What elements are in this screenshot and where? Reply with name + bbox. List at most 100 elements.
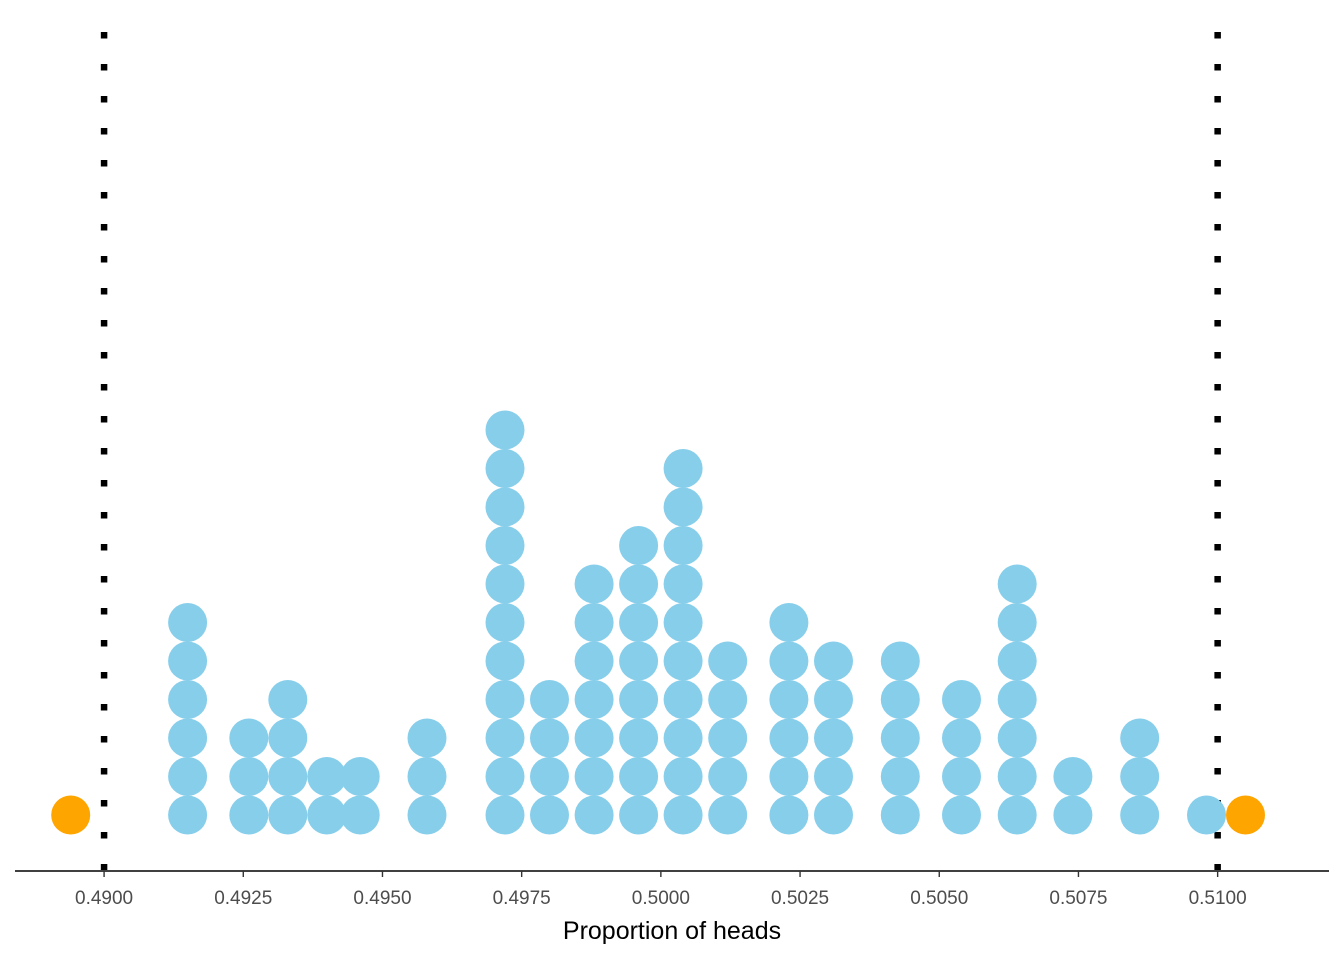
dot-in-range-15-1 — [880, 757, 920, 796]
dot-in-range-19-0 — [1120, 795, 1160, 835]
dot-in-range-3-0 — [268, 795, 308, 835]
dot-in-range-17-6 — [997, 564, 1037, 604]
dot-in-range-11-9 — [663, 449, 703, 488]
dot-in-range-10-3 — [619, 680, 659, 719]
dot-in-range-3-1 — [268, 757, 308, 796]
dot-in-range-15-0 — [880, 795, 920, 835]
x-tick-label: 0.5075 — [1049, 888, 1107, 909]
x-tick-label: 0.5000 — [632, 888, 690, 909]
dot-in-range-7-10 — [485, 410, 525, 450]
dot-in-range-17-2 — [997, 718, 1037, 758]
dot-in-range-9-3 — [574, 680, 614, 719]
dot-in-range-1-3 — [168, 680, 208, 719]
dot-out-of-range-0-0 — [51, 795, 91, 835]
dot-in-range-1-1 — [168, 757, 208, 796]
dot-in-range-11-7 — [663, 526, 703, 565]
dot-in-range-9-2 — [574, 718, 614, 758]
dot-in-range-11-3 — [663, 680, 703, 719]
dot-in-range-20-0 — [1187, 795, 1226, 835]
x-axis-ticks: 0.4900 0.4925 0.4950 0.4975 0.5000 0.5025 0.50… — [75, 871, 1247, 909]
dot-in-range-9-4 — [574, 641, 614, 681]
dot-in-range-15-2 — [880, 718, 920, 758]
dot-in-range-14-0 — [814, 795, 853, 835]
dot-in-range-5-1 — [340, 757, 380, 796]
dot-in-range-11-1 — [663, 757, 703, 796]
dot-in-range-10-4 — [619, 641, 659, 681]
dot-in-range-13-0 — [769, 795, 809, 835]
dot-in-range-10-0 — [619, 795, 659, 835]
x-tick-label: 0.4900 — [75, 888, 133, 909]
dot-in-range-1-5 — [168, 603, 208, 642]
dot-in-range-14-2 — [814, 718, 853, 758]
dot-in-range-10-7 — [619, 526, 659, 565]
dot-in-range-15-3 — [880, 680, 920, 719]
x-tick-label: 0.4950 — [353, 888, 411, 909]
dot-in-range-11-8 — [663, 487, 703, 527]
dot-in-range-17-3 — [997, 680, 1037, 719]
x-tick-label: 0.5050 — [910, 888, 968, 909]
dot-in-range-18-1 — [1053, 757, 1093, 796]
dot-in-range-7-7 — [485, 526, 525, 565]
dot-in-range-1-4 — [168, 641, 208, 681]
dot-in-range-13-3 — [769, 680, 809, 719]
dot-in-range-6-0 — [407, 795, 447, 835]
dot-in-range-10-2 — [619, 718, 659, 758]
dot-in-range-7-0 — [485, 795, 525, 835]
dot-in-range-9-0 — [574, 795, 614, 835]
dot-in-range-17-0 — [997, 795, 1037, 835]
dot-in-range-15-4 — [880, 641, 920, 681]
dot-in-range-16-2 — [942, 718, 981, 758]
dot-in-range-7-8 — [485, 487, 525, 527]
dot-out-of-range-21-0 — [1226, 795, 1265, 835]
dot-in-range-14-4 — [814, 641, 853, 681]
dot-in-range-12-2 — [708, 718, 748, 758]
dot-in-range-10-5 — [619, 603, 659, 642]
dot-in-range-11-4 — [663, 641, 703, 681]
dot-in-range-7-5 — [485, 603, 525, 642]
dot-in-range-9-6 — [574, 564, 614, 604]
dot-in-range-7-2 — [485, 718, 525, 758]
dot-in-range-12-3 — [708, 680, 748, 719]
dot-in-range-13-1 — [769, 757, 809, 796]
dot-in-range-7-1 — [485, 757, 525, 796]
dot-in-range-5-0 — [340, 795, 380, 835]
reference-lines — [100, 32, 1221, 870]
dot-in-range-7-4 — [485, 641, 525, 681]
dot-in-range-13-2 — [769, 718, 809, 758]
dot-in-range-6-1 — [407, 757, 447, 796]
dot-in-range-18-0 — [1053, 795, 1093, 835]
dot-in-range-19-1 — [1120, 757, 1160, 796]
dot-in-range-3-2 — [268, 718, 308, 758]
dot-in-range-3-3 — [268, 680, 308, 719]
dot-in-range-14-1 — [814, 757, 853, 796]
x-tick-label: 0.4975 — [493, 888, 551, 909]
dot-in-range-10-1 — [619, 757, 659, 796]
dot-in-range-11-6 — [663, 564, 703, 604]
dot-in-range-14-3 — [814, 680, 853, 719]
dot-in-range-8-3 — [530, 680, 569, 719]
dot-in-range-12-4 — [708, 641, 748, 681]
dot-in-range-13-4 — [769, 641, 809, 681]
dots-layer — [51, 410, 1265, 835]
dot-in-range-6-2 — [407, 718, 447, 758]
x-tick-label: 0.5100 — [1189, 888, 1247, 909]
dot-in-range-8-0 — [530, 795, 569, 835]
dot-in-range-1-0 — [168, 795, 208, 835]
dot-in-range-19-2 — [1120, 718, 1160, 758]
dot-in-range-16-1 — [942, 757, 981, 796]
dot-in-range-1-2 — [168, 718, 208, 758]
dot-in-range-9-1 — [574, 757, 614, 796]
dot-in-range-16-3 — [942, 680, 981, 719]
dot-in-range-4-0 — [307, 795, 347, 835]
x-tick-label: 0.5025 — [771, 888, 829, 909]
dot-in-range-2-2 — [229, 718, 269, 758]
dot-in-range-13-5 — [769, 603, 809, 642]
dot-in-range-8-2 — [530, 718, 569, 758]
dot-in-range-7-6 — [485, 564, 525, 604]
dot-in-range-16-0 — [942, 795, 981, 835]
dot-in-range-4-1 — [307, 757, 347, 796]
dot-in-range-11-2 — [663, 718, 703, 758]
dot-in-range-2-1 — [229, 757, 269, 796]
dot-in-range-11-0 — [663, 795, 703, 835]
